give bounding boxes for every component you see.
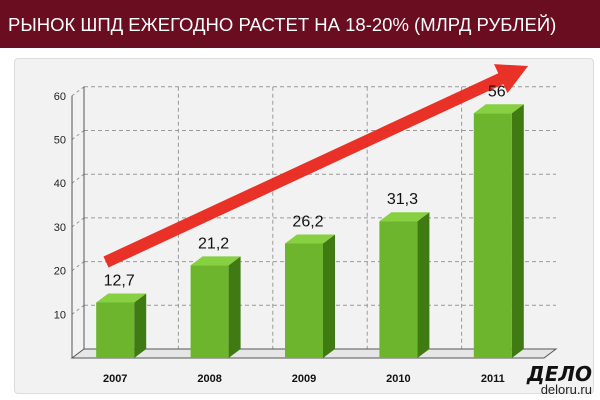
gridline-side-60 <box>71 86 85 97</box>
x-tick-label: 2010 <box>386 373 410 385</box>
bars <box>96 104 524 358</box>
data-label: 26,2 <box>292 214 323 231</box>
x-tick-label: 2007 <box>103 373 127 385</box>
chart-title: РЫНОК ШПД ЕЖЕГОДНО РАСТЕТ НА 18-20% (МЛР… <box>8 14 557 35</box>
bar-front <box>379 221 418 358</box>
y-tick-label: 10 <box>54 309 66 321</box>
title-bar: РЫНОК ШПД ЕЖЕГОДНО РАСТЕТ НА 18-20% (МЛР… <box>0 0 600 48</box>
trend-arrow <box>103 64 529 268</box>
x-tick-label: 2008 <box>197 373 221 385</box>
publisher-logo: ДЕЛО deloru.ru <box>526 362 592 397</box>
y-tick-label: 60 <box>54 91 66 103</box>
data-label: 12,7 <box>104 273 135 290</box>
logo-mark: ДЕЛО <box>526 362 592 386</box>
bar-top <box>473 104 524 114</box>
bar-top <box>96 293 147 303</box>
bar-2010 <box>379 212 430 358</box>
y-tick-label: 40 <box>54 178 66 190</box>
y-tick-label: 20 <box>54 266 66 278</box>
bar-top <box>285 234 335 244</box>
gridline-side-20 <box>71 261 85 272</box>
gridline-side-40 <box>71 173 85 184</box>
bar-front <box>473 113 512 358</box>
bar-top <box>379 212 430 222</box>
bar-2011 <box>473 104 524 358</box>
bar-front <box>96 302 135 358</box>
labels: 10 20 30 40 50 60 12,7 2007 21,2 2008 26,2 2009 31,3… <box>54 83 506 385</box>
bar-side <box>417 212 430 358</box>
gridline-side-10 <box>71 304 85 315</box>
data-label: 56 <box>488 83 506 100</box>
growth-arrow <box>103 64 529 268</box>
x-tick-label: 2009 <box>292 373 316 385</box>
bar-top <box>190 256 241 266</box>
bar-2009 <box>285 234 335 358</box>
bar-side <box>323 234 335 358</box>
bar-front <box>190 265 229 358</box>
bar-side <box>511 104 524 358</box>
bar-side <box>228 256 241 358</box>
bar-side <box>134 293 147 358</box>
bar-front <box>285 243 323 358</box>
y-tick-label: 30 <box>54 222 66 234</box>
bar-2008 <box>190 256 241 358</box>
data-label: 31,3 <box>387 191 418 208</box>
gridline-side-50 <box>71 130 85 140</box>
bar-2007 <box>96 293 147 358</box>
y-tick-label: 50 <box>54 135 66 147</box>
logo-site: deloru.ru <box>540 382 592 397</box>
x-tick-label: 2011 <box>481 373 505 385</box>
gridline-side-30 <box>71 217 85 228</box>
data-label: 21,2 <box>198 235 229 252</box>
